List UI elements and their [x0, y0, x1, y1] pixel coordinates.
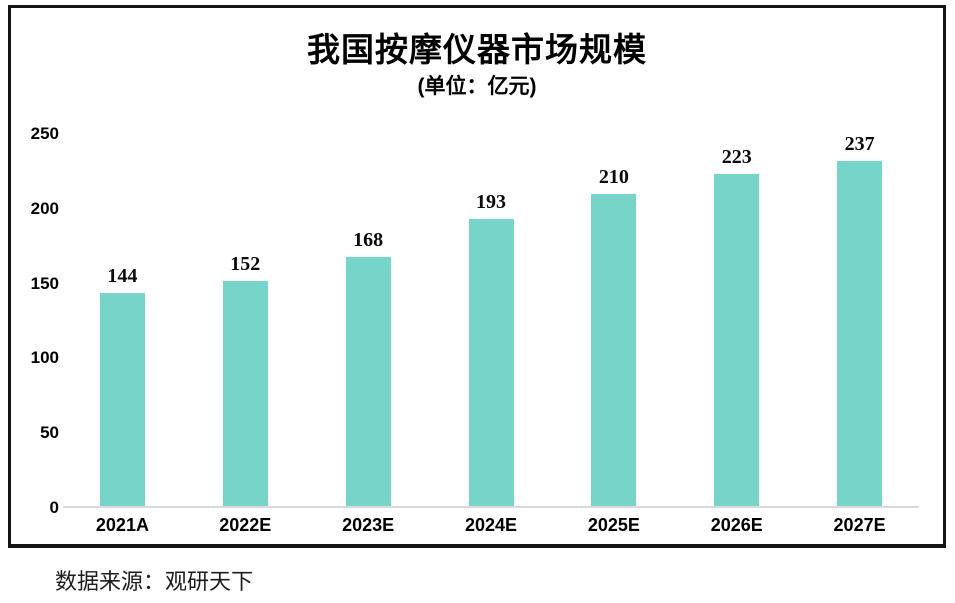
- data-source-text: 数据来源：观研天下: [55, 569, 254, 594]
- bar-value-label: 210: [598, 166, 629, 188]
- bar: [714, 174, 760, 508]
- bar-column: 223: [675, 134, 798, 508]
- bar-value-label: 237: [844, 133, 875, 155]
- bar: [222, 281, 268, 508]
- y-axis-tick-label: 150: [30, 273, 59, 293]
- x-axis-tick-label: 2021A: [95, 515, 149, 535]
- bar: [468, 219, 514, 508]
- chart-subtitle: (单位：亿元): [417, 75, 537, 98]
- y-axis: 0 50 100 150 200 250: [19, 124, 59, 517]
- bar: [591, 194, 637, 508]
- bar-column: 210: [552, 134, 675, 508]
- chart-frame: 我国按摩仪器市场规模 (单位：亿元) 0 50 100 150 200 250 144 15…: [8, 5, 946, 548]
- bar-column: 152: [184, 134, 307, 508]
- x-axis-line: [63, 506, 919, 508]
- bar-value-label: 223: [721, 146, 752, 168]
- y-axis-tick-label: 250: [30, 124, 59, 143]
- x-axis-tick-label: 2024E: [464, 515, 518, 535]
- bar-value-label: 168: [353, 229, 384, 251]
- y-axis-tick-label: 0: [49, 498, 59, 517]
- x-axis-labels: 2021A 2022E 2023E 2024E 2025E 2026E 2027E: [61, 515, 921, 536]
- plot-area: 144 152 168 193 210 223 237: [61, 134, 921, 508]
- bar: [837, 161, 883, 508]
- x-axis-tick-label: 2022E: [219, 515, 272, 535]
- y-axis-tick-label: 100: [30, 348, 59, 368]
- bar-column: 237: [798, 134, 921, 508]
- bar-value-label: 152: [230, 253, 261, 275]
- bar: [99, 293, 145, 508]
- x-axis-tick-label: 2023E: [342, 515, 395, 535]
- chart-title: 我国按摩仪器市场规模: [307, 31, 647, 68]
- bar-column: 168: [307, 134, 430, 508]
- y-axis-tick-label: 50: [40, 423, 59, 443]
- y-axis-tick-label: 200: [30, 198, 59, 218]
- x-axis-tick-label: 2025E: [587, 515, 640, 535]
- bar: [345, 257, 391, 508]
- x-axis-tick-label: 2027E: [833, 515, 886, 535]
- bar-value-label: 144: [107, 265, 138, 287]
- bar-value-label: 193: [476, 191, 506, 213]
- x-axis-tick-label: 2026E: [710, 515, 763, 535]
- bar-column: 144: [61, 134, 184, 508]
- bar-column: 193: [430, 134, 553, 508]
